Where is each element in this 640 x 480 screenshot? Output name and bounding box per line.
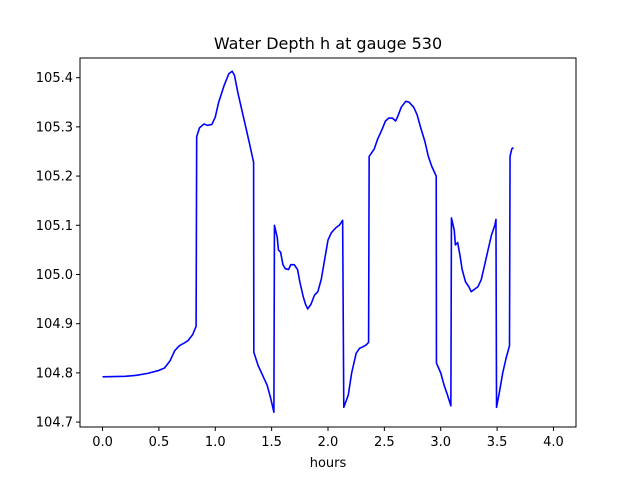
x-tick-label: 1.0 xyxy=(205,435,226,450)
x-axis-label: hours xyxy=(310,456,347,471)
x-tick-label: 3.5 xyxy=(487,435,508,450)
y-tick-label: 104.8 xyxy=(36,366,73,381)
y-tick-label: 105.3 xyxy=(36,120,73,135)
y-tick-label: 104.7 xyxy=(36,416,73,431)
y-axis: 104.7 104.8 104.9 105.0 105.1 105.2 105.3 105.4 xyxy=(36,71,80,431)
y-tick-label: 104.9 xyxy=(36,317,73,332)
y-tick-label: 105.0 xyxy=(36,268,73,283)
chart-title: Water Depth h at gauge 530 xyxy=(214,34,442,53)
x-tick-label: 3.0 xyxy=(430,435,451,450)
x-axis: 0.0 0.5 1.0 1.5 2.0 2.5 3.0 3.5 4.0 xyxy=(92,427,564,450)
y-tick-label: 105.4 xyxy=(36,71,73,86)
x-tick-label: 2.0 xyxy=(318,435,339,450)
y-tick-label: 105.2 xyxy=(36,170,73,185)
x-tick-label: 1.5 xyxy=(261,435,282,450)
x-tick-label: 4.0 xyxy=(543,435,564,450)
x-tick-label: 0.5 xyxy=(149,435,170,450)
x-tick-label: 0.0 xyxy=(92,435,113,450)
x-tick-label: 2.5 xyxy=(374,435,395,450)
series-line-0 xyxy=(102,70,514,414)
y-tick-label: 105.1 xyxy=(36,219,73,234)
